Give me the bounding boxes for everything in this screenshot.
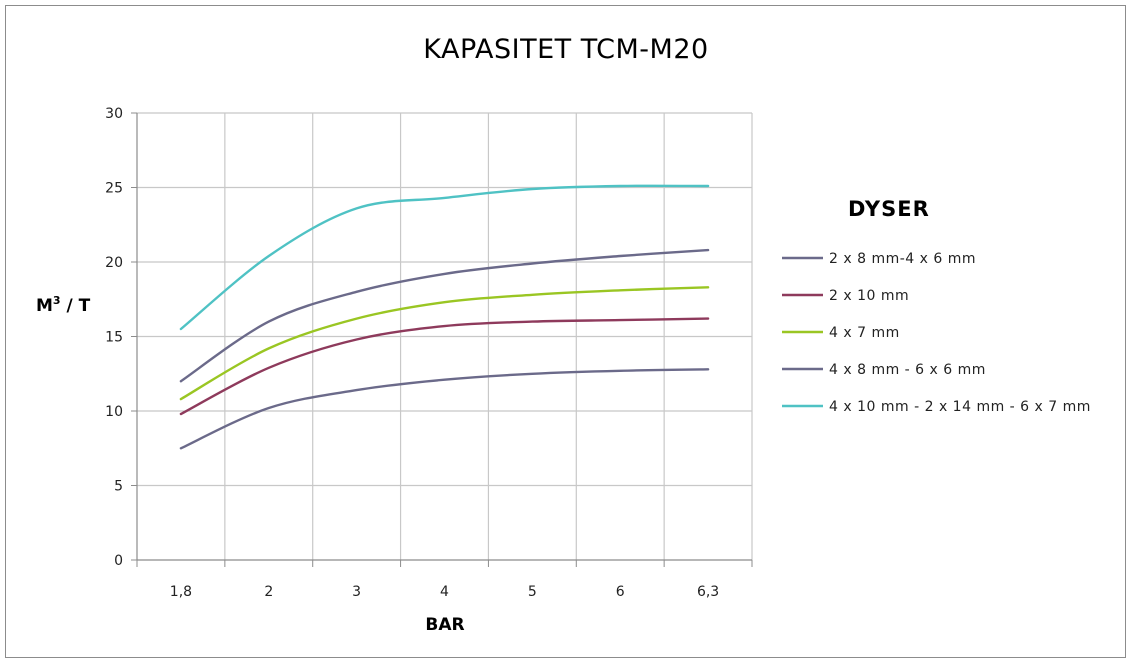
legend-entry: 2 x 10 mm xyxy=(829,288,909,304)
series-lines xyxy=(179,184,710,450)
chart-frame xyxy=(5,5,1126,658)
series-line-2 xyxy=(179,317,710,416)
series-line-5 xyxy=(179,184,710,331)
grid xyxy=(137,112,753,560)
x-tick-label: 4 xyxy=(440,584,449,600)
x-tick-label: 6,3 xyxy=(697,584,719,600)
y-tick-label: 10 xyxy=(105,404,123,420)
series-line-3 xyxy=(179,286,710,401)
legend-entry: 4 x 8 mm - 6 x 6 mm xyxy=(829,362,986,378)
legend-entry: 4 x 10 mm - 2 x 14 mm - 6 x 7 mm xyxy=(829,399,1091,415)
x-tick-label: 1,8 xyxy=(170,584,192,600)
x-tick-label: 3 xyxy=(352,584,361,600)
y-tick-labels: 0 5 10 15 20 25 30 xyxy=(105,106,123,569)
x-tick-label: 5 xyxy=(528,584,537,600)
y-tick-label: 0 xyxy=(114,553,123,569)
y-axis-label-rest: / T xyxy=(61,296,91,316)
y-tick-label: 25 xyxy=(105,181,123,197)
x-tick-label: 2 xyxy=(264,584,273,600)
y-axis-label: M3 / T xyxy=(36,294,91,316)
x-axis-label: BAR xyxy=(425,615,464,635)
axes xyxy=(131,112,753,567)
y-axis-label-superscript: 3 xyxy=(53,294,61,307)
legend-entry: 4 x 7 mm xyxy=(829,325,900,341)
y-tick-label: 5 xyxy=(114,479,123,495)
chart-title: KAPASITET TCM-M20 xyxy=(423,34,708,65)
y-tick-label: 20 xyxy=(105,255,123,271)
legend-entry: 2 x 8 mm-4 x 6 mm xyxy=(829,251,976,267)
y-axis-label-base: M xyxy=(36,296,53,316)
x-tick-labels: 1,8 2 3 4 5 6 6,3 xyxy=(170,584,719,600)
y-tick-label: 30 xyxy=(105,106,123,122)
series-line-4 xyxy=(179,368,710,450)
y-tick-label: 15 xyxy=(105,330,123,346)
legend-title: DYSER xyxy=(848,197,930,221)
legend: 2 x 8 mm-4 x 6 mm 2 x 10 mm 4 x 7 mm 4 x 8 … xyxy=(782,251,1091,415)
series-line-1 xyxy=(179,248,710,383)
x-tick-label: 6 xyxy=(616,584,625,600)
